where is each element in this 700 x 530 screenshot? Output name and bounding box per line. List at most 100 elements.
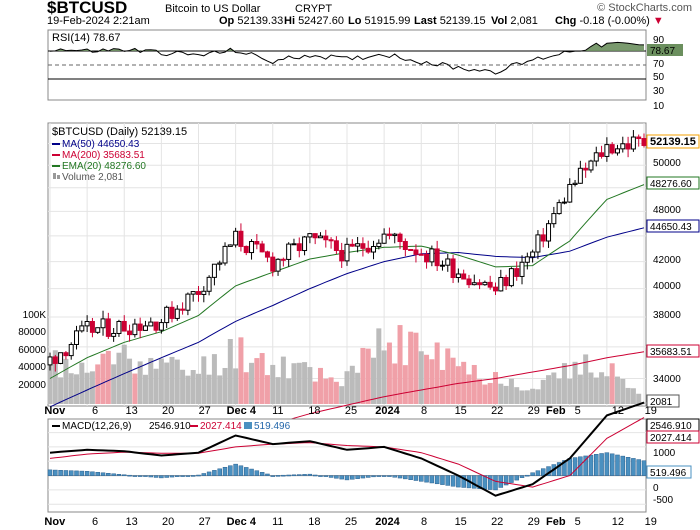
volume-bar bbox=[201, 356, 207, 404]
volume-bar bbox=[471, 364, 477, 404]
volume-bars bbox=[47, 325, 647, 404]
macd-hist-bar bbox=[323, 475, 329, 477]
price-tick-48000: 48000 bbox=[653, 205, 681, 216]
candle-body bbox=[508, 268, 514, 287]
price-tick-34000: 34000 bbox=[653, 374, 681, 385]
svg-text:48276.60: 48276.60 bbox=[650, 179, 692, 190]
volume-bar bbox=[567, 378, 573, 404]
volume-bar bbox=[148, 357, 154, 404]
volume-bar bbox=[185, 375, 191, 404]
volume-bar bbox=[180, 369, 186, 404]
candle-body bbox=[455, 273, 461, 279]
date-label: 2024 bbox=[375, 405, 400, 417]
candle-body bbox=[291, 243, 297, 246]
macd-hist-bar bbox=[567, 458, 572, 476]
date-label: 18 bbox=[308, 405, 320, 417]
candle-body bbox=[227, 244, 233, 247]
date-label: 20 bbox=[162, 405, 174, 417]
candle-body bbox=[466, 278, 472, 286]
macd-hist-bar bbox=[228, 465, 233, 476]
candle-body bbox=[381, 233, 387, 244]
svg-text:1000: 1000 bbox=[653, 448, 676, 459]
macd-hist-bar bbox=[461, 475, 466, 488]
macd-hist-bar bbox=[153, 475, 159, 478]
candle-body bbox=[217, 262, 223, 265]
quote-change: Chg -0.18 (-0.00%) ▼ bbox=[555, 15, 664, 27]
candle-body bbox=[577, 167, 583, 184]
rsi-tick-30: 30 bbox=[653, 86, 665, 97]
quote-low: Lo 51915.99 bbox=[348, 15, 411, 27]
macd-hist-bar bbox=[413, 475, 419, 481]
macd-hist-bar bbox=[572, 457, 578, 476]
candle-body bbox=[185, 293, 191, 311]
candle-body bbox=[105, 318, 111, 337]
candle-body bbox=[307, 233, 313, 238]
macd-hist-bar bbox=[291, 474, 297, 477]
candle-body bbox=[371, 246, 377, 253]
hist-value-tag: 519.496 bbox=[646, 465, 692, 479]
date-label: 27 bbox=[199, 405, 211, 417]
volume-bar bbox=[264, 375, 270, 404]
candle-body bbox=[540, 234, 546, 242]
svg-text:2546.910: 2546.910 bbox=[650, 421, 692, 432]
quote-last: Last 52139.15 bbox=[414, 15, 486, 27]
candle-body bbox=[524, 256, 530, 263]
candle-body bbox=[604, 144, 610, 157]
volume-bar bbox=[540, 379, 546, 404]
candle-body bbox=[79, 325, 85, 332]
date-label: Nov bbox=[44, 516, 66, 528]
volume-bar bbox=[625, 387, 631, 404]
volume-bar bbox=[127, 358, 133, 404]
macd-hist-bar bbox=[509, 475, 514, 483]
candle-body bbox=[620, 143, 626, 150]
date-label: 11 bbox=[272, 405, 283, 417]
candle-body bbox=[323, 235, 329, 241]
candle-body bbox=[164, 306, 170, 324]
volume-bar bbox=[434, 342, 440, 404]
legend-volume: Volume 2,081 bbox=[62, 172, 124, 183]
candle-body bbox=[408, 249, 414, 252]
macd-hist-bar bbox=[440, 475, 445, 485]
date-label: 12 bbox=[612, 516, 624, 528]
volume-bar bbox=[158, 358, 164, 404]
volume-bar bbox=[206, 374, 212, 404]
volume-bar bbox=[551, 372, 557, 404]
macd-hist-bar bbox=[318, 475, 323, 477]
volume-bar bbox=[402, 365, 408, 404]
macd-hist-bar bbox=[397, 475, 403, 479]
macd-hist-bar bbox=[334, 475, 339, 479]
macd-hist-bar bbox=[302, 474, 307, 476]
price-tick-50000: 50000 bbox=[653, 158, 681, 169]
volume-axis: 100K 80000 60000 40000 20000 bbox=[18, 310, 46, 391]
macd-hist-bar bbox=[159, 475, 164, 479]
date-label: 6 bbox=[92, 405, 98, 417]
volume-bar bbox=[222, 367, 228, 404]
candle-body bbox=[58, 352, 64, 364]
volume-bar bbox=[238, 337, 244, 404]
macd-hist-bar bbox=[74, 470, 79, 476]
date-label: 22 bbox=[491, 405, 503, 417]
quote-volume: Vol 2,081 bbox=[491, 15, 538, 27]
candle-body bbox=[296, 243, 302, 252]
svg-text:519.496: 519.496 bbox=[650, 468, 687, 479]
candle-body bbox=[450, 258, 456, 279]
volume-bar bbox=[392, 363, 398, 404]
svg-text:MACD(12,26,9): MACD(12,26,9) bbox=[62, 421, 131, 432]
volume-bar bbox=[599, 372, 605, 404]
date-label: 19 bbox=[645, 405, 657, 417]
macd-hist-bar bbox=[588, 454, 594, 476]
macd-hist-bar bbox=[583, 455, 588, 476]
date-label: Feb bbox=[546, 516, 566, 528]
brand-label[interactable]: © StockCharts.com bbox=[597, 2, 692, 14]
macd-hist-bar bbox=[387, 475, 392, 477]
macd-hist-bar bbox=[408, 475, 413, 480]
candle-body bbox=[514, 268, 520, 277]
candle-body bbox=[333, 240, 339, 251]
macd-hist-bar bbox=[222, 466, 228, 476]
candle-body bbox=[530, 251, 536, 258]
ema20-tag: 48276.60 bbox=[646, 176, 700, 190]
date-axis-middle: Nov 6 13 20 27 Dec 4 11 18 25 2024 8 15 22 29 Feb 5 12 19 bbox=[44, 405, 657, 417]
svg-text:20000: 20000 bbox=[18, 380, 46, 391]
macd-legend: MACD(12,26,9) 2546.910 2027.414 519.496 bbox=[52, 421, 291, 432]
volume-bar bbox=[376, 328, 382, 404]
